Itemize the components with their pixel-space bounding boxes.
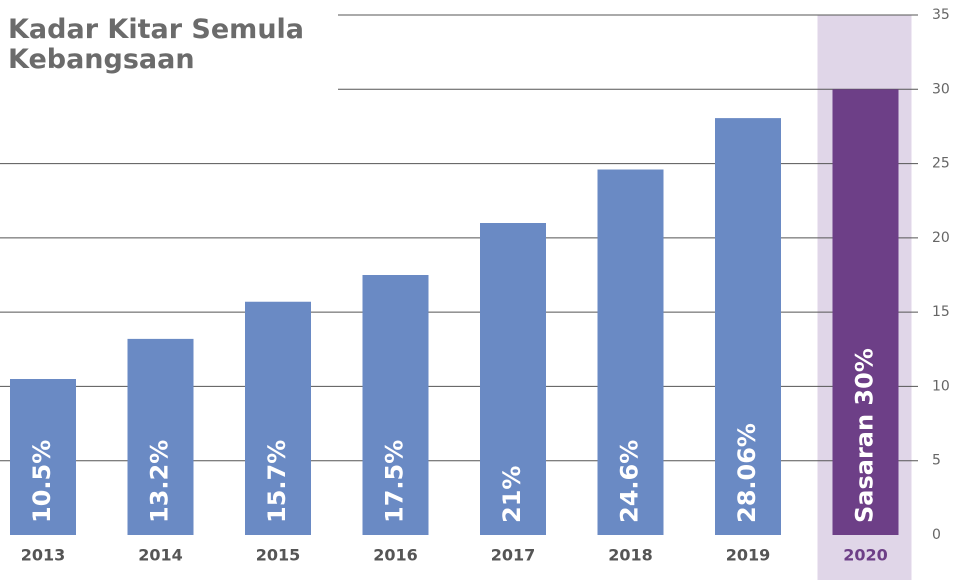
- y-tick-label: 15: [932, 304, 950, 320]
- x-tick-label: 2016: [373, 546, 418, 565]
- bar: [480, 223, 546, 535]
- y-tick-label: 30: [932, 81, 950, 97]
- x-tick-label: 2018: [608, 546, 653, 565]
- x-tick-label: 2015: [256, 546, 301, 565]
- x-tick-label: 2017: [491, 546, 536, 565]
- y-tick-label: 0: [932, 527, 941, 543]
- y-tick-label: 5: [932, 453, 941, 469]
- x-tick-label: 2013: [21, 546, 66, 565]
- y-tick-label: 10: [932, 378, 950, 394]
- x-tick-label: 2014: [138, 546, 183, 565]
- value-label: 13.2%: [146, 440, 174, 523]
- value-label: Sasaran 30%: [851, 348, 879, 523]
- value-label: 21%: [498, 466, 526, 523]
- bar-layer: 10.5% 2013 13.2% 2014 15.7% 2015 17.5% 2016 21% 2…: [10, 89, 899, 565]
- bar: [245, 301, 311, 535]
- value-label: 24.6%: [616, 440, 644, 523]
- x-tick-label: 2020: [843, 546, 888, 565]
- bar: [715, 118, 781, 535]
- y-tick-label: 20: [932, 230, 950, 246]
- bar: [362, 275, 429, 535]
- value-label: 17.5%: [381, 440, 409, 523]
- x-tick-label: 2019: [726, 546, 771, 565]
- bar: [127, 338, 194, 535]
- bar: [10, 379, 76, 535]
- value-label: 15.7%: [263, 440, 291, 523]
- bar: [597, 169, 664, 535]
- value-label: 28.06%: [733, 423, 761, 523]
- value-label: 10.5%: [28, 440, 56, 523]
- chart-title: Kadar Kitar Semula Kebangsaan: [8, 14, 304, 75]
- bar: [832, 89, 899, 536]
- y-tick-label: 35: [932, 7, 950, 23]
- y-tick-label: 25: [932, 156, 950, 172]
